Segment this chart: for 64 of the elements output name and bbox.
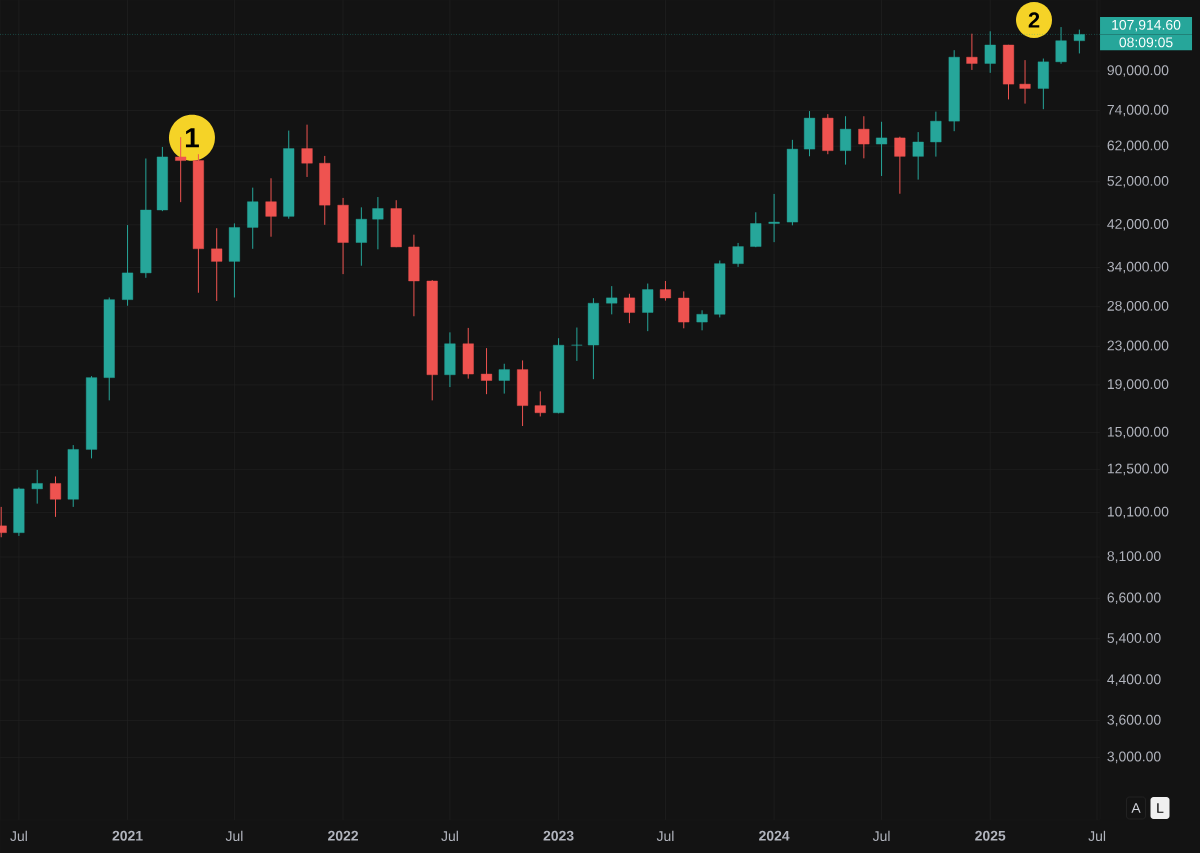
y-tick-label: 8,100.00 <box>1107 551 1161 563</box>
candlestick <box>571 327 583 362</box>
y-tick-label: 5,400.00 <box>1107 633 1161 645</box>
y-tick-label: 15,000.00 <box>1107 426 1169 439</box>
candlestick <box>1019 59 1031 105</box>
x-tick-label: Jul <box>656 830 674 842</box>
candlestick <box>966 33 978 71</box>
candlestick <box>984 30 996 74</box>
candlestick <box>265 177 277 238</box>
text: 08:09:05 <box>1119 37 1173 48</box>
candlestick <box>372 196 384 250</box>
x-tick-label: 2025 <box>975 830 1006 841</box>
candlestick <box>31 469 43 505</box>
y-tick-label: 6,600.00 <box>1107 592 1161 605</box>
y-tick-label: 12,500.00 <box>1107 463 1169 476</box>
candlestick <box>696 309 708 331</box>
y-tick-label: 19,000.00 <box>1107 379 1169 391</box>
candlestick <box>894 136 906 195</box>
candlestick <box>498 363 510 395</box>
y-tick-label: 52,000.00 <box>1107 175 1169 188</box>
y-tick-label: 28,000.00 <box>1107 300 1169 313</box>
y-tick-label: 3,000.00 <box>1107 751 1161 764</box>
x-tick-label: 2023 <box>543 830 574 841</box>
ref-line-label: 107,914.60 <box>1112 19 1181 32</box>
candlestick <box>912 131 924 181</box>
y-tick-label: 90,000.00 <box>1107 65 1169 77</box>
candlestick <box>659 280 671 302</box>
candlestick <box>768 193 780 243</box>
y-tick-label: 10,100.00 <box>1107 506 1169 519</box>
candlestick <box>930 111 942 158</box>
candlestick <box>301 124 313 178</box>
y-tick-label: 34,000.00 <box>1107 261 1169 274</box>
candlestick <box>858 115 870 159</box>
candlestick <box>876 121 888 177</box>
x-tick-label: Jul <box>441 830 458 842</box>
x-tick-label: 2022 <box>328 830 359 841</box>
y-tick-label: 3,600.00 <box>1107 714 1161 727</box>
candlestick <box>750 211 762 248</box>
annotation: 2 <box>1028 12 1040 28</box>
y-tick-label: 23,000.00 <box>1107 340 1169 353</box>
x-tick-label: 2024 <box>759 830 790 841</box>
x-tick-label: Jul <box>225 830 243 842</box>
y-tick-label: 42,000.00 <box>1107 219 1169 231</box>
y-tick-label: 62,000.00 <box>1107 140 1169 153</box>
text: L <box>1157 803 1164 813</box>
y-tick-label: 4,400.00 <box>1107 674 1161 686</box>
x-tick-label: 2021 <box>112 830 143 841</box>
candlestick <box>642 283 654 332</box>
candlestick <box>481 347 493 395</box>
annotation: 1 <box>185 128 199 148</box>
x-tick-label: Jul <box>10 830 27 842</box>
text: A <box>1131 803 1141 813</box>
x-tick-label: Jul <box>872 830 890 842</box>
candlestick <box>623 293 635 324</box>
candlestick <box>175 136 187 203</box>
candlestick <box>355 206 367 267</box>
candlestick <box>534 390 546 417</box>
y-tick-label: 74,000.00 <box>1107 104 1169 117</box>
candlestick <box>606 285 618 315</box>
x-tick-label: Jul <box>1088 830 1106 842</box>
candlestick <box>732 242 744 268</box>
candlestick <box>840 115 852 166</box>
candlestick <box>50 475 62 518</box>
candlestick <box>211 227 223 302</box>
